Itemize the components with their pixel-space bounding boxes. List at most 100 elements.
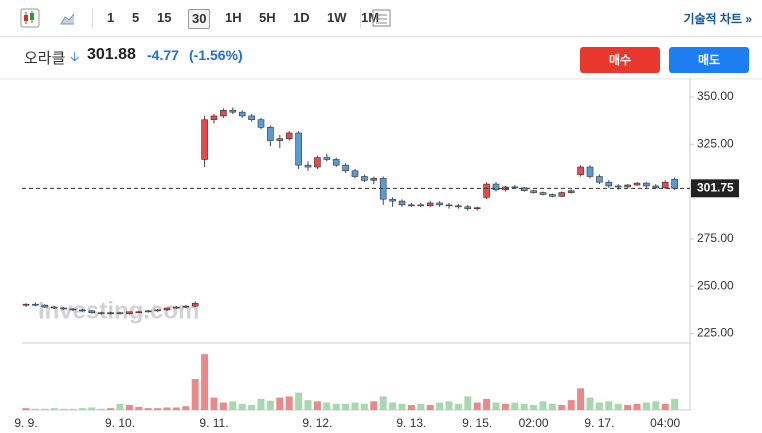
interval-button[interactable]: 15 [157,10,172,25]
volume-bar [426,405,434,410]
y-tick-label: 325.00 [697,137,734,151]
candle-body [126,311,133,314]
volume-bar [182,406,190,410]
candle-body [285,132,293,139]
candle-body [633,182,641,186]
candle-body [314,157,321,168]
volume-bar [398,403,406,410]
interval-button[interactable]: 1H [225,10,242,25]
candle-body [173,306,180,309]
x-tick-label: 04:00 [650,416,680,430]
technical-chart-link[interactable]: 기술적 차트 » [683,12,752,26]
interval-button[interactable]: 30 [188,9,211,29]
volume-bar [511,402,519,410]
sell-button[interactable]: 매도 [669,47,749,73]
volume-bar [154,408,162,410]
candle-body [276,138,284,141]
x-tick-label: 9. 17. [584,416,614,430]
change-pct: (-1.56%) [189,47,243,63]
down-arrow: 🡣 [70,49,80,64]
x-tick-label: 9. 10. [105,416,135,430]
volume-bar [436,402,444,410]
volume-bar [577,388,585,410]
x-tick-label: 02:00 [519,416,549,430]
volume-bar [624,405,632,410]
chart-type-icons[interactable] [14,0,74,36]
candle-body [455,205,462,208]
candle-body [257,119,265,128]
x-tick-label: 9. 12. [302,416,332,430]
candle-body [229,109,237,113]
candle-body [238,111,246,117]
volume-bar [633,403,641,410]
volume-bar [135,406,143,410]
volume-bar [483,398,491,410]
volume-bar [370,401,378,410]
volume-bar [605,401,613,410]
last-price-label: 301.75 [697,180,734,194]
candle-body [558,192,566,197]
candle-body [69,308,77,311]
candle-body [154,309,161,312]
candle-body [50,306,58,309]
candle-body [605,181,613,187]
candle-body [511,186,519,189]
candle-body [163,307,171,311]
candle-body [436,202,443,206]
volume-bar [125,405,133,410]
candle-body [88,310,96,314]
candle-body [41,304,49,308]
candle-body [614,185,622,188]
candle-body [398,200,406,206]
interval-button[interactable]: 1M [361,10,380,25]
volume-bar [238,403,246,410]
volume-bar [464,396,472,410]
volume-bar [652,401,660,410]
volume-bar [445,401,453,410]
candle-body [22,303,30,306]
interval-button[interactable]: 5H [259,10,276,25]
volume-bar [78,408,86,410]
candle-body [567,190,575,193]
volume-bar [548,403,556,410]
interval-button[interactable]: 1D [293,10,310,25]
candle-body [220,109,227,117]
volume-bar [407,405,415,410]
volume-bar [191,379,199,410]
interval-button[interactable]: 1W [327,10,347,25]
volume-bar [163,407,171,410]
candle-body [267,127,274,141]
volume-bar [116,403,124,410]
buy-button[interactable]: 매수 [580,47,660,73]
candle-body [332,159,340,166]
candle-body [586,166,594,177]
volume-bar [671,398,679,410]
candle-body [530,190,537,193]
last-price-tag [691,179,739,198]
interval-button[interactable]: 5 [132,10,140,25]
volume-bar [31,408,39,410]
candle-body [351,170,359,177]
volume-bar [60,408,68,410]
interval-button[interactable]: 1 [107,10,115,25]
volume-bar [201,354,209,410]
y-tick-label: 225.00 [697,326,734,340]
x-tick-label: 9. 15. [462,416,492,430]
volume-bar [492,402,500,410]
candle-body [342,164,349,172]
volume-bar [210,397,218,410]
candle-body [304,164,312,168]
candle-body [107,312,114,315]
volume-bar [97,408,105,410]
candle-body [201,119,208,160]
table-icon[interactable] [370,0,394,36]
candle-body [135,311,143,314]
candle-body [361,176,368,181]
price: 301.88 [87,46,136,63]
volume-bar [351,402,359,410]
volume-bar [530,405,538,410]
candle-body [577,166,584,175]
volume-bar [520,403,528,410]
